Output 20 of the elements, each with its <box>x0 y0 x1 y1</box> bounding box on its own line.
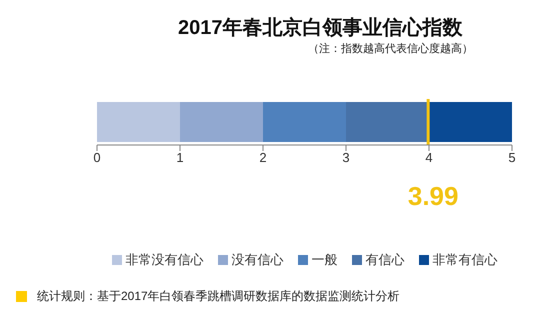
x-tick-label: 5 <box>508 150 516 166</box>
legend-label: 非常有信心 <box>432 251 498 269</box>
bar <box>429 102 512 142</box>
chart-subtitle: （注：指数越高代表信心度越高） <box>308 42 473 56</box>
x-tick-label: 4 <box>425 150 433 166</box>
x-tick-label: 1 <box>176 150 184 166</box>
bar <box>263 102 346 142</box>
ref-line-label: 3.99 <box>408 181 458 211</box>
chart-title: 2017年春北京白领事业信心指数 <box>178 16 462 41</box>
legend-label: 非常没有信心 <box>124 251 204 269</box>
bar <box>346 102 429 142</box>
x-tick-label: 2 <box>259 150 267 166</box>
bar <box>97 102 180 142</box>
x-tick-label: 0 <box>93 150 101 166</box>
legend-label: 一般 <box>310 251 338 269</box>
legend-label: 有信心 <box>364 251 404 269</box>
x-tick-label: 3 <box>342 150 350 166</box>
legend-label: 没有信心 <box>230 251 284 269</box>
text: 统计规则：基于2017年白领春季跳槽调研数据库的数据监测统计分析 <box>37 288 400 305</box>
bar <box>180 102 263 142</box>
